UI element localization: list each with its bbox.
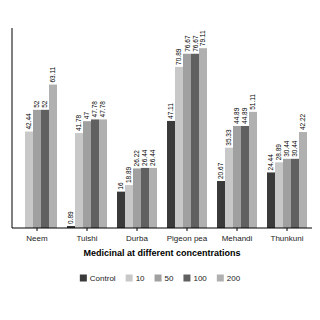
x-tick-label: Mehandi (222, 234, 253, 243)
data-label: 47.78 (92, 101, 99, 118)
bar (225, 148, 233, 228)
legend-swatch (80, 275, 87, 282)
data-label: 0.89 (68, 211, 75, 224)
legend-item: Control (80, 274, 116, 283)
bar (33, 110, 41, 228)
chart: 0.89 16 47.11 20.67 24.44 42.44 41.78 18.89 70.8… (0, 0, 320, 320)
data-labels: 0.89 16 47.11 20.67 24.44 42.44 41.78 18.89 70.8… (26, 30, 307, 224)
x-tick (287, 228, 288, 231)
x-tick (37, 228, 38, 231)
bar (299, 132, 307, 228)
bar (217, 181, 225, 228)
legend-label: 10 (136, 274, 145, 283)
data-label: 51.11 (250, 94, 257, 110)
x-axis-label: Medicinal at different concentrations (83, 248, 240, 258)
data-label: 16 (118, 182, 125, 190)
legend-item: 100 (183, 274, 207, 283)
bar (149, 168, 157, 228)
data-label: 44.89 (234, 107, 241, 124)
data-label: 52 (34, 100, 41, 108)
data-label: 42.44 (26, 113, 33, 130)
x-tick (237, 228, 238, 231)
bar (83, 121, 91, 228)
legend-label: Control (90, 274, 116, 283)
bar (233, 126, 241, 228)
x-tick-label: Durba (126, 234, 148, 243)
data-label: 26.22 (134, 150, 141, 167)
data-label: 24.44 (268, 154, 275, 171)
data-label: 26.44 (150, 149, 157, 166)
bar (41, 110, 49, 228)
bar (99, 119, 107, 228)
bar (133, 168, 141, 228)
data-label: 76.67 (192, 35, 199, 52)
bar (117, 192, 125, 228)
data-label: 47.11 (168, 103, 175, 119)
bar (291, 159, 299, 228)
x-tick (87, 228, 88, 231)
x-tick-label: Neem (26, 234, 48, 243)
x-axis-line (12, 228, 312, 229)
data-label: 76.67 (184, 35, 191, 52)
x-tick (137, 228, 138, 231)
bar (167, 121, 175, 228)
bar (91, 119, 99, 228)
legend-label: 50 (165, 274, 174, 283)
data-label: 35.33 (226, 129, 233, 146)
legend-swatch (217, 275, 224, 282)
legend-swatch (155, 275, 162, 282)
legend-item: 10 (126, 274, 145, 283)
legend: Control 10 50 100 200 (80, 274, 241, 283)
bar (49, 85, 57, 228)
data-label: 47.78 (100, 101, 107, 118)
bar (283, 159, 291, 228)
data-label: 47 (84, 112, 91, 120)
bar (141, 168, 149, 228)
legend-item: 200 (217, 274, 241, 283)
x-tick-label: Thunkuni (271, 234, 304, 243)
bar (249, 112, 257, 228)
legend-swatch (183, 275, 190, 282)
y-axis-line (12, 28, 13, 228)
data-label: 41.78 (76, 114, 83, 131)
bar (183, 54, 191, 228)
bar (175, 67, 183, 228)
data-label: 28.89 (276, 144, 283, 161)
data-label: 26.44 (142, 149, 149, 166)
bar (25, 132, 33, 228)
data-label: 30.44 (292, 140, 299, 157)
data-label: 70.89 (176, 48, 183, 65)
data-label: 52 (42, 100, 49, 108)
legend-label: 100 (193, 274, 207, 283)
data-label: 44.89 (242, 107, 249, 124)
bar (125, 185, 133, 228)
x-tick-label: Pigeon pea (167, 234, 208, 243)
data-label: 79.11 (200, 30, 207, 46)
axes: Neem Tulshi Durba Pigeon pea Mehandi Thunkuni (12, 28, 312, 243)
x-tick-label: Tulshi (76, 234, 97, 243)
bar (191, 54, 199, 228)
data-label: 18.89 (126, 166, 133, 183)
data-label: 63.11 (50, 66, 57, 82)
data-label: 20.67 (218, 162, 225, 179)
legend-label: 200 (227, 274, 241, 283)
legend-item: 50 (155, 274, 174, 283)
legend-swatch (126, 275, 133, 282)
bar (275, 162, 283, 228)
bar (75, 133, 83, 228)
bars (25, 48, 307, 228)
data-label: 42.22 (300, 113, 307, 130)
bar (241, 126, 249, 228)
bar (267, 172, 275, 228)
x-tick (187, 228, 188, 231)
data-label: 30.44 (284, 140, 291, 157)
bar (199, 48, 207, 228)
